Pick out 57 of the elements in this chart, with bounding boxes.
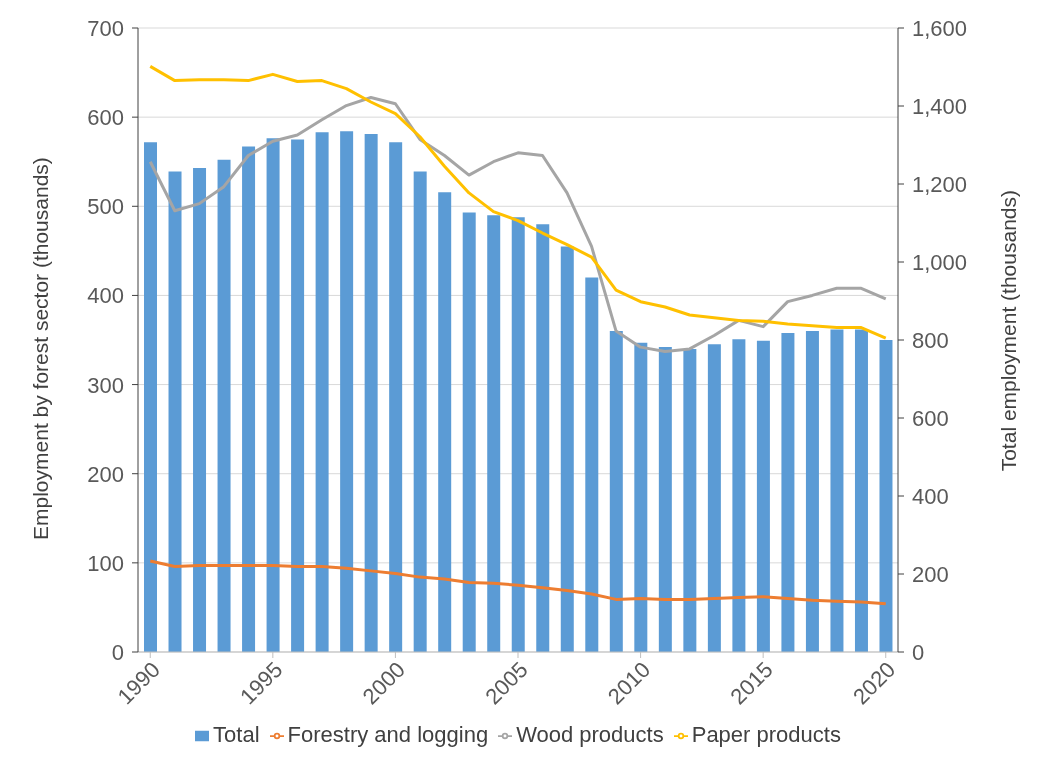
y-tick-label: 600 [87,105,124,131]
y-tick-label: 100 [87,550,124,576]
bar [683,348,697,652]
bar [805,331,819,652]
bar [193,168,207,652]
y2-axis-title: Total employment (thousands) [997,190,1021,472]
bar [707,344,721,652]
y2-tick-label: 1,400 [912,94,968,119]
y-tick-label: 300 [87,372,124,398]
bar [217,159,231,652]
y-tick-label: 200 [87,461,124,487]
bar [413,171,427,652]
bar [756,340,770,652]
y2-tick-label: 800 [912,328,949,353]
bar [609,331,623,652]
legend-label: Forestry and logging [287,722,489,747]
bar [340,131,354,652]
bar [585,277,599,652]
y-tick-label: 0 [111,640,124,665]
y2-tick-label: 0 [912,640,925,665]
bar [536,224,550,652]
bar [364,134,378,652]
y2-tick-label: 1,200 [912,172,968,197]
y2-tick-label: 200 [912,562,949,587]
bar [438,192,452,652]
y2-tick-label: 400 [912,484,949,509]
line-series [148,96,888,354]
y2-tick-label: 1,000 [912,250,968,275]
legend-label: Total [213,722,260,747]
bar [879,340,893,652]
legend-label: Wood products [516,722,664,747]
bar [854,329,868,652]
bar [168,171,182,652]
bar [511,217,525,652]
bar [144,142,157,652]
legend-label: Paper products [691,722,841,747]
bar [389,142,403,652]
y2-tick-label: 600 [912,406,949,431]
bar [732,339,746,652]
y-axis-title: Employment by forest sector (thousands) [29,157,53,540]
line-series [148,64,888,340]
bar [634,342,648,652]
bar [658,347,672,652]
bar [830,329,844,652]
y-tick-label: 500 [87,194,124,220]
bar [291,139,305,652]
bar [781,332,795,652]
bar [560,246,574,652]
bar [315,132,329,652]
bar [242,146,256,652]
line-series [148,559,888,606]
bar [487,215,501,652]
y2-tick-label: 1,600 [912,16,968,41]
y-tick-label: 700 [87,16,124,41]
bar [266,138,280,652]
y-tick-label: 400 [87,283,124,309]
bar [462,212,476,652]
